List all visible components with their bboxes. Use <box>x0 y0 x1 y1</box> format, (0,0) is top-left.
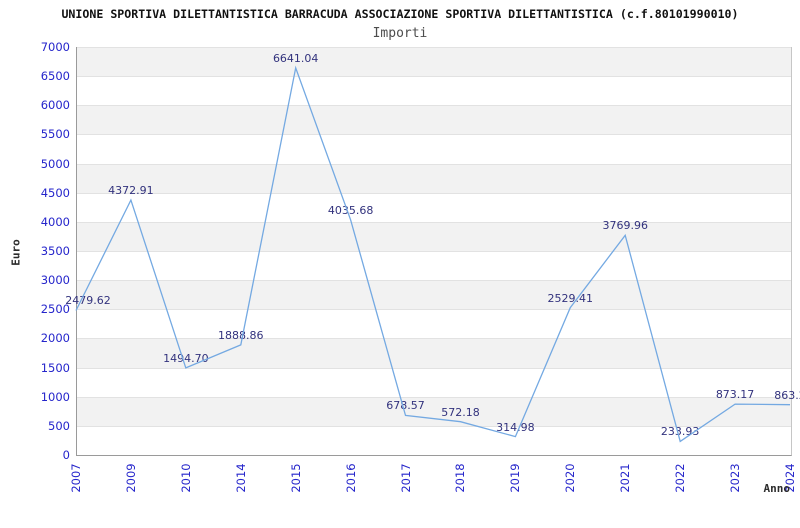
x-tick-label: 2022 <box>673 463 688 493</box>
data-point-label: 314.98 <box>496 420 535 434</box>
gridline <box>77 251 791 252</box>
y-tick-label: 500 <box>48 418 70 433</box>
y-tick-label: 4000 <box>40 214 70 229</box>
gridline <box>77 367 791 369</box>
x-tick-label: 2024 <box>783 463 797 493</box>
y-tick-label: 2000 <box>40 331 70 346</box>
data-point-label: 4035.68 <box>327 203 374 217</box>
y-tick-label: 0 <box>62 448 70 462</box>
x-tick-label: 2015 <box>288 463 303 493</box>
y-tick-label: 3000 <box>40 273 70 288</box>
chart-title: UNIONE SPORTIVA DILETTANTISTICA BARRACUD… <box>61 7 739 21</box>
gridline <box>77 309 791 311</box>
x-tick-label: 2021 <box>618 463 633 493</box>
gridline <box>77 105 791 107</box>
x-tick-label: 2019 <box>508 463 523 493</box>
gridline <box>77 338 791 340</box>
gridline <box>77 134 791 136</box>
data-point-label: 572.18 <box>441 405 480 419</box>
y-tick-label: 4500 <box>40 185 70 200</box>
y-tick-label: 6000 <box>40 98 70 113</box>
y-tick-label: 5000 <box>40 156 70 171</box>
y-tick-label: 1000 <box>40 389 70 404</box>
data-point-label: 1888.86 <box>218 328 264 342</box>
x-tick-label: 2018 <box>453 463 468 493</box>
x-tick-label: 2009 <box>123 463 138 493</box>
data-point-label: 3769.96 <box>602 219 648 233</box>
y-axis-title: Euro <box>9 239 23 266</box>
x-tick-label: 2014 <box>233 463 248 493</box>
data-point-label: 1494.70 <box>163 351 209 365</box>
data-point-label: 2479.62 <box>65 294 111 308</box>
gridline <box>77 47 791 48</box>
x-tick-label: 2020 <box>563 463 578 493</box>
x-tick-label: 2016 <box>343 463 358 493</box>
plot-band <box>77 105 791 135</box>
x-tick-label: 2023 <box>728 463 743 493</box>
x-tick-label: 2007 <box>69 463 83 493</box>
y-tick-label: 1500 <box>40 360 70 375</box>
data-point-label: 6641.04 <box>272 51 319 65</box>
gridline <box>77 221 791 223</box>
gridline <box>77 163 791 165</box>
plot-band <box>77 280 791 310</box>
plot-band <box>77 47 791 77</box>
gridline <box>77 280 791 282</box>
data-point-label: 2529.41 <box>547 291 594 305</box>
y-tick-label: 6500 <box>40 69 70 84</box>
x-tick-label: 2010 <box>178 463 193 493</box>
y-tick-label: 5500 <box>40 127 70 142</box>
gridline <box>77 76 791 78</box>
y-tick-label: 3500 <box>40 244 70 258</box>
y-tick-label: 7000 <box>40 40 70 54</box>
data-point-label: 233.93 <box>660 425 700 439</box>
plot-band <box>77 221 791 251</box>
data-point-label: 863.2 <box>774 388 800 402</box>
data-point-label: 4372.91 <box>108 184 154 198</box>
x-axis-title: Anno <box>763 482 791 495</box>
chart-subtitle: Importi <box>372 26 428 41</box>
y-tick-label: 2500 <box>40 302 70 317</box>
x-tick-label: 2017 <box>398 463 413 493</box>
